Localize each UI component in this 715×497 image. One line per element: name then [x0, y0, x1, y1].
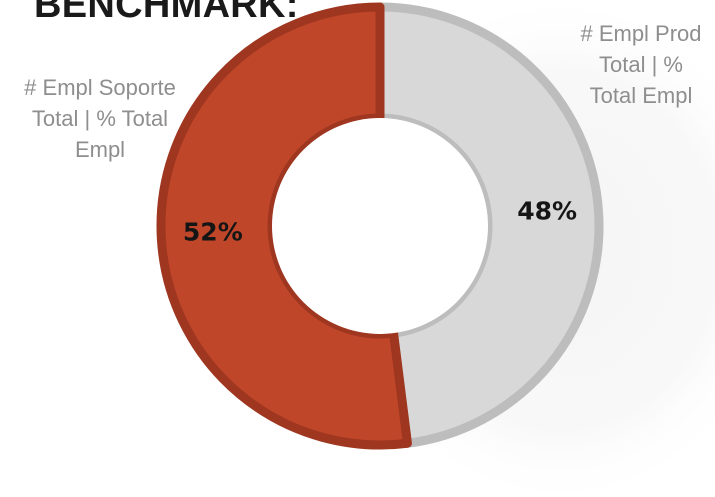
legend-label-soporte: # Empl Soporte Total | % Total Empl: [10, 72, 190, 165]
donut-slices: [156, 2, 604, 450]
donut-hole: [272, 118, 488, 334]
legend-line: Empl: [74, 137, 126, 162]
slice-percent-label: 52%: [183, 218, 243, 247]
legend-label-prod: # Empl Prod Total | % Total Empl: [566, 18, 715, 111]
slice-percent-label: 48%: [517, 196, 577, 225]
legend-line: # Empl Soporte: [24, 75, 176, 100]
legend-line: Total | % Total: [31, 106, 169, 131]
page-title: BENCHMARK:: [34, 0, 299, 26]
slice-labels: 48% 52%: [183, 196, 577, 246]
legend-line: # Empl Prod: [580, 21, 702, 46]
legend-line: Total | %: [599, 52, 683, 77]
legend-line: Total Empl: [589, 83, 693, 108]
